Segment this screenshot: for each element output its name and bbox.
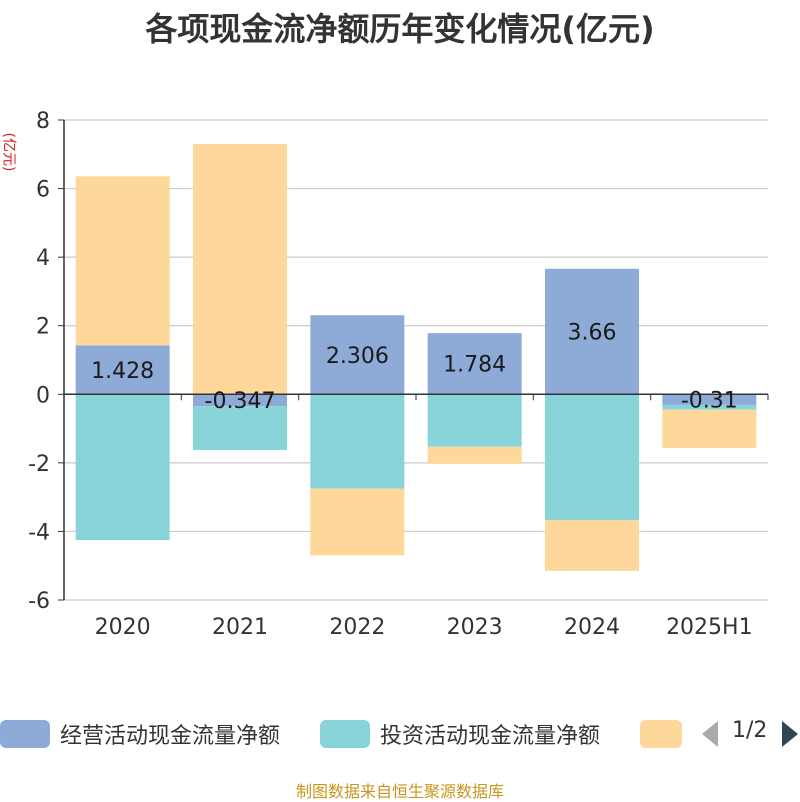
data-label-2021: -0.347: [205, 389, 276, 414]
legend-next-icon[interactable]: [782, 721, 798, 747]
bar-series0-2022: [310, 315, 405, 395]
x-tick-label-2024: 2024: [564, 615, 620, 640]
bar-series2-2024: [545, 520, 639, 571]
y-tick-label: 0: [36, 383, 50, 408]
bar-series1-2024: [545, 394, 639, 521]
y-tick-label: -4: [28, 520, 50, 545]
data-label-2022: 2.306: [326, 344, 389, 369]
legend: 经营活动现金流量净额 投资活动现金流量净额: [0, 716, 800, 752]
bar-series2-2023: [427, 446, 522, 464]
bar-series0-2025H1: [662, 394, 757, 405]
x-tick-label-2025H1: 2025H1: [666, 615, 753, 640]
legend-pager: 1/2: [700, 716, 800, 752]
y-tick-label: 8: [36, 109, 50, 134]
legend-swatch-operating: [0, 720, 50, 748]
y-tick-label: 4: [36, 246, 50, 271]
legend-prev-icon[interactable]: [702, 721, 718, 747]
data-label-2025H1: -0.31: [681, 389, 738, 414]
legend-item-operating[interactable]: 经营活动现金流量净额: [0, 716, 280, 752]
bar-series1-2022: [310, 394, 405, 489]
x-tick-label-2022: 2022: [329, 615, 385, 640]
legend-label-investing: 投资活动现金流量净额: [380, 724, 601, 749]
y-tick-label: -2: [28, 452, 50, 477]
chart-plot: -6 -4 -2 0 2 4 6 8 2020 2021 2022 2023 2024 2025H1 1.…: [28, 109, 769, 640]
bar-series1-2023: [427, 394, 522, 447]
bar-series0-2024: [545, 268, 639, 395]
legend-swatch-investing: [320, 720, 370, 748]
x-tick-label-2020: 2020: [95, 615, 151, 640]
data-label-2023: 1.784: [443, 353, 506, 378]
bar-series0-2020: [75, 345, 170, 395]
legend-page-indicator: 1/2: [732, 718, 768, 743]
bar-series2-2020: [75, 176, 170, 346]
bar-series2-2022: [310, 488, 405, 556]
bar-series1-2025H1: [662, 404, 757, 410]
legend-swatch-third-series: [640, 720, 682, 748]
bar-series0-2023: [427, 333, 522, 395]
y-tick-label: 6: [36, 178, 50, 203]
data-label-2020: 1.428: [91, 359, 154, 384]
bar-series2-2025H1: [662, 409, 757, 449]
data-source-note: 制图数据来自恒生聚源数据库: [295, 782, 504, 801]
y-tick-label: -6: [28, 589, 50, 614]
y-tick-label: 2: [36, 315, 50, 340]
x-tick-label-2023: 2023: [447, 615, 503, 640]
legend-item-third-series[interactable]: [640, 716, 682, 752]
x-tick-label-2021: 2021: [212, 615, 268, 640]
bar-series1-2020: [75, 394, 170, 540]
legend-label-operating: 经营活动现金流量净额: [60, 724, 281, 749]
data-label-2024: 3.66: [568, 321, 617, 346]
legend-item-investing[interactable]: 投资活动现金流量净额: [320, 716, 600, 752]
bar-series2-2021: [193, 144, 287, 395]
chart-title: 各项现金流净额历年变化情况(亿元): [145, 10, 655, 48]
bar-series0-2021: [193, 394, 287, 407]
bar-series1-2021: [193, 406, 287, 451]
